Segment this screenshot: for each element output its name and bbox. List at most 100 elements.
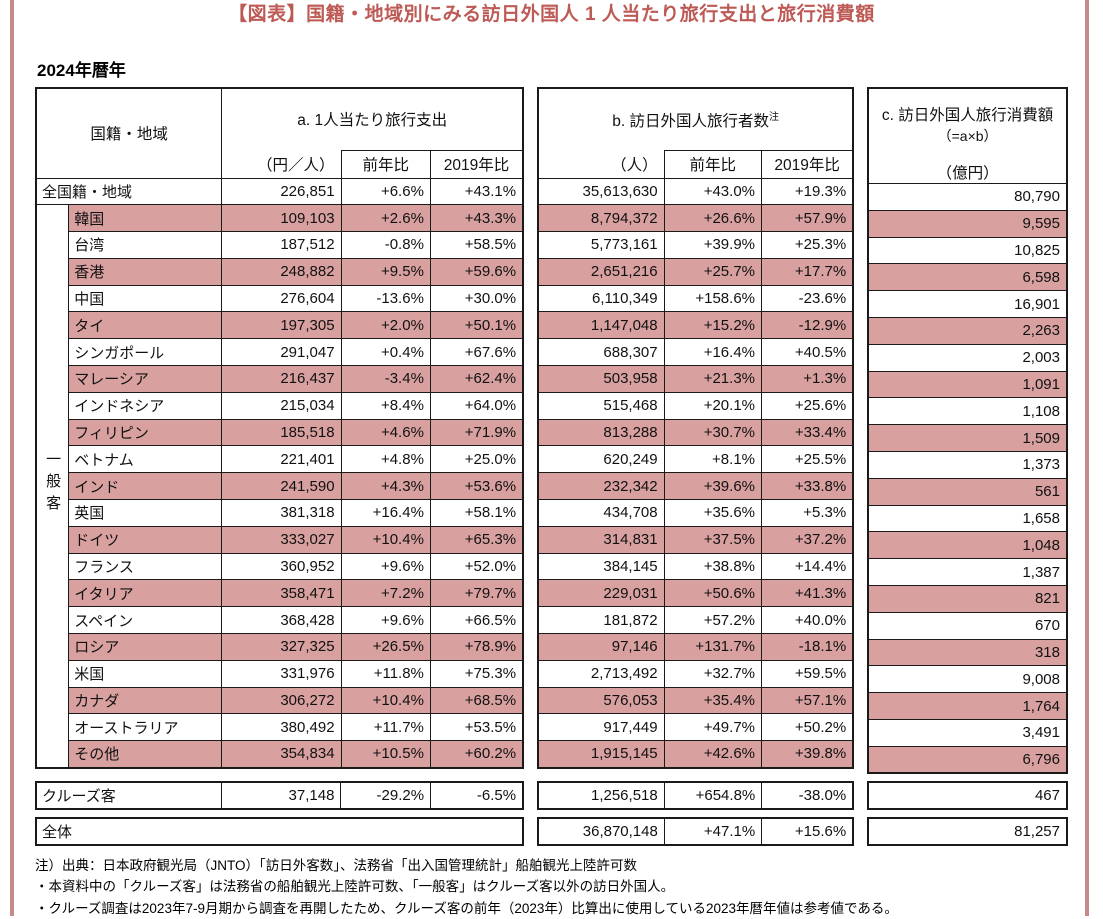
table-row: 6,110,349 +158.6% -23.6%	[537, 284, 854, 313]
a-spend-cell: 226,851	[221, 177, 342, 206]
b-count-cell: 917,449	[537, 713, 665, 742]
b-vs2019-header: 2019年比	[761, 149, 854, 179]
a-yoy-cell: +8.4%	[340, 391, 431, 420]
page-border-left	[10, 0, 14, 916]
cruise-c-total-cell: 467	[867, 781, 1068, 810]
total-name-cell: 全体	[35, 817, 524, 846]
total-table-b: 36,870,148 +47.1% +15.6%	[537, 817, 855, 847]
page-border-right	[1085, 0, 1089, 916]
b-vs2019-cell: +40.0%	[761, 606, 854, 635]
b-yoy-cell: +32.7%	[663, 659, 763, 688]
region-name-cell: インド	[68, 472, 223, 501]
cruise-b-count-cell: 1,256,518	[537, 781, 665, 810]
a-yoy-cell: +6.6%	[340, 177, 431, 206]
c-total-cell: 1,048	[867, 531, 1068, 560]
region-name-cell: シンガポール	[68, 338, 223, 367]
table-row: 香港 248,882 +9.5% +59.6%	[36, 257, 524, 286]
c-total-cell: 1,764	[867, 692, 1068, 720]
footnote-source: 注）出典：日本政府観光局（JNTO）「訪日外客数」、法務省「出入国管理統計」船舶…	[35, 858, 638, 874]
a-spend-cell: 354,834	[221, 740, 342, 769]
figure-content: 2024年暦年 国籍・地域 a. 1人当たり旅行支出 （円／人） 前年比 201…	[0, 56, 1103, 919]
b-count-cell: 1,147,048	[537, 311, 665, 340]
region-name-cell: マレーシア	[68, 365, 223, 393]
a-yoy-cell: -0.8%	[340, 231, 431, 259]
table-row: 2,003	[867, 343, 1068, 372]
b-yoy-cell: +49.7%	[663, 713, 763, 742]
a-vs2019-cell: +78.9%	[429, 633, 524, 661]
a-yoy-cell: +9.5%	[340, 257, 431, 286]
table-row: 5,773,161 +39.9% +25.3%	[537, 231, 854, 259]
footnotes: 注）出典：日本政府観光局（JNTO）「訪日外客数」、法務省「出入国管理統計」船舶…	[35, 855, 1068, 919]
a-spend-cell: 187,512	[221, 231, 342, 259]
cruise-table-a: クルーズ客 37,148 -29.2% -6.5%	[35, 781, 525, 811]
b-vs2019-cell: -18.1%	[761, 633, 854, 661]
table-row: 917,449 +49.7% +50.2%	[537, 713, 854, 742]
table-row: 10,825	[867, 236, 1068, 265]
region-name-cell: カナダ	[68, 686, 223, 715]
table-row: 1,373	[867, 450, 1068, 479]
a-yoy-cell: +4.3%	[340, 472, 431, 501]
table-row: 全国籍・地域 226,851 +6.6% +43.1%	[35, 177, 524, 206]
table-row: 台湾 187,512 -0.8% +58.5%	[36, 231, 524, 259]
a-vs2019-cell: +67.6%	[429, 338, 524, 367]
table-row: 232,342 +39.6% +33.8%	[537, 472, 854, 501]
table-row: 1,147,048 +15.2% -12.9%	[537, 311, 854, 340]
c-total-cell: 9,595	[867, 209, 1068, 238]
footnote-cruise-survey: ・クルーズ調査は2023年7-9月期から調査を再開したため、クルーズ客の前年（2…	[35, 900, 898, 916]
table-row: 229,031 +50.6% +41.3%	[537, 579, 854, 608]
a-vs2019-cell: +58.1%	[429, 499, 524, 527]
table-row: 1,091	[867, 370, 1068, 399]
b-yoy-cell: +15.2%	[663, 311, 763, 340]
c-total-cell: 1,658	[867, 504, 1068, 533]
b-count-cell: 620,249	[537, 445, 665, 474]
a-yoy-cell: +2.6%	[340, 204, 431, 233]
b-yoy-cell: +8.1%	[663, 445, 763, 474]
a-yoy-cell: +10.5%	[340, 740, 431, 769]
a-yoy-cell: +4.8%	[340, 445, 431, 474]
table-row: その他 354,834 +10.5% +60.2%	[36, 740, 524, 769]
table-row: スペイン 368,428 +9.6% +66.5%	[36, 606, 524, 635]
b-count-cell: 97,146	[537, 633, 665, 661]
table-c: c. 訪日外国人旅行消費額 （=a×b） （億円） 80,790 9,595 10,…	[867, 87, 1068, 775]
a-yoy-cell: +26.5%	[340, 633, 431, 661]
b-yoy-cell: +20.1%	[663, 391, 763, 420]
b-yoy-cell: +43.0%	[663, 177, 763, 206]
c-total-cell: 16,901	[867, 290, 1068, 318]
total-row: 全体 36,870,148 +47.1% +15.6% 81,257	[35, 817, 1068, 847]
a-yoy-cell: +10.4%	[340, 525, 431, 554]
b-unit-header: （人）	[537, 150, 665, 179]
table-row: 813,288 +30.7% +33.4%	[537, 418, 854, 447]
a-vs2019-cell: +50.1%	[429, 311, 524, 340]
b-vs2019-cell: +37.2%	[761, 525, 854, 554]
a-spend-cell: 333,027	[221, 525, 342, 554]
b-vs2019-cell: +14.4%	[761, 552, 854, 581]
table-row: 318	[867, 638, 1068, 667]
b-yoy-cell: +35.6%	[663, 499, 763, 527]
b-yoy-header: 前年比	[663, 149, 763, 179]
a-vs2019-cell: +65.3%	[429, 525, 524, 554]
region-name-cell: タイ	[68, 311, 223, 340]
a-vs2019-cell: +52.0%	[429, 552, 524, 581]
table-row: オーストラリア 380,492 +11.7% +53.5%	[36, 713, 524, 742]
table-row: 3,491	[867, 718, 1068, 747]
region-name-cell: インドネシア	[68, 391, 223, 420]
table-row: 576,053 +35.4% +57.1%	[537, 686, 854, 715]
b-vs2019-cell: +59.5%	[761, 659, 854, 688]
a-spend-cell: 276,604	[221, 284, 342, 313]
b-vs2019-cell: +1.3%	[761, 365, 854, 393]
a-spend-cell: 185,518	[221, 418, 342, 447]
general-visitor-bracket: 一般客	[35, 204, 70, 769]
b-count-cell: 384,145	[537, 552, 665, 581]
table-row: 6,796	[867, 745, 1068, 774]
b-count-cell: 35,613,630	[537, 177, 665, 206]
a-spend-cell: 368,428	[221, 606, 342, 635]
a-spend-cell: 109,103	[221, 204, 342, 233]
year-label: 2024年暦年	[37, 61, 126, 80]
table-row: フィリピン 185,518 +4.6% +71.9%	[36, 418, 524, 447]
a-yoy-cell: +11.8%	[340, 659, 431, 688]
a-yoy-cell: +4.6%	[340, 418, 431, 447]
table-row: 1,509	[867, 424, 1068, 452]
b-vs2019-cell: +5.3%	[761, 499, 854, 527]
a-yoy-cell: -3.4%	[340, 365, 431, 393]
table-row: 英国 381,318 +16.4% +58.1%	[36, 499, 524, 527]
